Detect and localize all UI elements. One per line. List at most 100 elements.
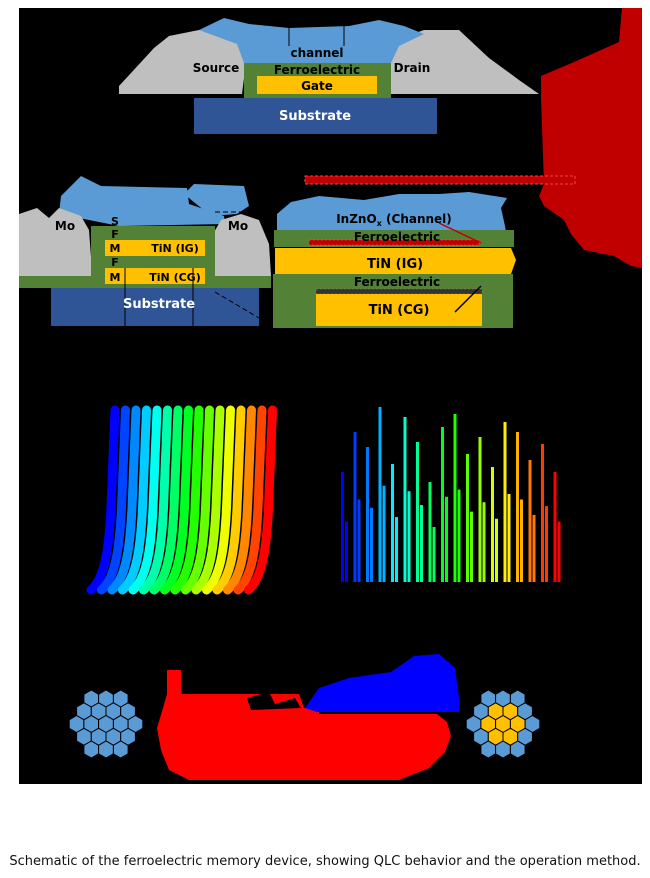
callout-arrow-bottom [454, 285, 482, 313]
tin-ig-label-c: TiN (IG) [367, 257, 423, 272]
blue-pulse-shape [305, 654, 459, 712]
level-bar [457, 489, 461, 582]
level-bar [503, 422, 507, 582]
level-bar [403, 417, 407, 582]
level-bar [416, 442, 419, 582]
substrate-label: Substrate [279, 109, 351, 124]
level-bar [432, 527, 436, 582]
zoom-line-bottom [214, 291, 260, 319]
mo-right-label: Mo [228, 219, 248, 233]
level-bar [520, 499, 523, 582]
level-bar [445, 496, 448, 582]
tin-cg-label: TiN (CG) [149, 271, 200, 284]
curve-line [233, 405, 267, 595]
hexagon-cell [98, 740, 114, 759]
substrate-block [194, 98, 437, 134]
drain-label: Drain [394, 61, 431, 75]
level-bar [341, 472, 344, 582]
ferroelectric-label: Ferroelectric [274, 63, 360, 77]
level-bar [345, 521, 348, 582]
curve-line [223, 405, 256, 595]
panel-b-device: Mo Mo S F M F M TiN (IG) TiN (CG) Substr… [19, 176, 294, 326]
curve-line [149, 405, 183, 595]
mo-left-electrode [19, 208, 93, 284]
hexagon-cell [480, 740, 497, 759]
curve-line [181, 405, 214, 595]
hexagon-cell [495, 740, 511, 759]
level-bar [532, 514, 536, 582]
channel-layer [199, 18, 424, 63]
mo-right-electrode [213, 214, 271, 276]
tin-cg-electrode [105, 268, 205, 284]
curve-line [191, 405, 225, 595]
level-bar [470, 511, 473, 582]
curve-line [139, 405, 172, 595]
decorative-banner [539, 8, 642, 268]
level-bar [478, 437, 482, 582]
level-bar [357, 499, 361, 582]
level-bar [541, 444, 544, 582]
curve-line [86, 405, 120, 595]
callout-arrow-top [438, 222, 482, 244]
level-bar [395, 517, 398, 582]
level-bar [466, 454, 469, 582]
curve-line [202, 405, 235, 595]
tin-ig-electrode [105, 240, 205, 256]
black-pulse-step [247, 692, 301, 710]
curve-line [107, 405, 141, 595]
hexagon-cluster-right [465, 689, 541, 759]
hexagon-cluster-left [68, 689, 144, 759]
curve-line [97, 405, 130, 595]
curve-line [170, 405, 204, 595]
channel-label-c: InZnOx (Channel) [336, 212, 452, 228]
level-bar [491, 467, 494, 582]
channel-layer-b [59, 176, 225, 226]
level-bar [353, 432, 357, 582]
level-bar [495, 518, 498, 582]
level-bar [382, 485, 386, 582]
level-bar [391, 464, 394, 582]
level-bar [428, 482, 432, 582]
source-label: Source [193, 61, 240, 75]
red-hatch-bar [304, 175, 576, 185]
panel-f-operation [68, 654, 541, 780]
level-bar [507, 494, 511, 582]
level-bar-plot [341, 407, 561, 582]
figure-panel: channel Source Drain Ferroelectric Gate … [19, 8, 642, 784]
curve-line [160, 405, 193, 595]
level-bar [370, 507, 373, 582]
ferroelectric-top-label: Ferroelectric [354, 230, 440, 244]
layer-letter-f-bottom: F [111, 256, 119, 269]
tin-cg-layer-c [316, 294, 482, 326]
level-bar [557, 521, 561, 582]
layer-letter-m-bottom: M [110, 271, 121, 284]
hexagon-cell [83, 740, 100, 759]
channel-label: channel [290, 46, 343, 60]
substrate-label-b: Substrate [123, 297, 195, 312]
tin-ig-label: TiN (IG) [151, 242, 199, 255]
curve-line [212, 405, 246, 595]
ferroelectric-bottom-label: Ferroelectric [354, 275, 440, 289]
level-bar [553, 472, 557, 582]
channel-layer-c [277, 192, 507, 238]
gate-electrode [257, 76, 377, 94]
curve-family-plot [86, 405, 277, 595]
curve-line [118, 405, 151, 595]
drain-electrode [387, 30, 539, 94]
level-bar [453, 414, 457, 582]
hatched-interface-bottom [315, 288, 483, 295]
level-bar [366, 447, 369, 582]
mo-left-label: Mo [55, 219, 75, 233]
hexagon-cell [509, 740, 526, 759]
gate-label: Gate [301, 79, 333, 93]
level-bar [528, 460, 532, 582]
level-bar [441, 427, 444, 582]
curve-line [244, 405, 277, 595]
level-bar [420, 505, 423, 582]
tin-cg-label-c: TiN (CG) [369, 303, 430, 318]
source-electrode [119, 28, 244, 94]
curve-line [128, 405, 162, 595]
layer-letter-m-top: M [110, 242, 121, 255]
level-bar [378, 407, 382, 582]
red-waveform-region [157, 670, 451, 780]
